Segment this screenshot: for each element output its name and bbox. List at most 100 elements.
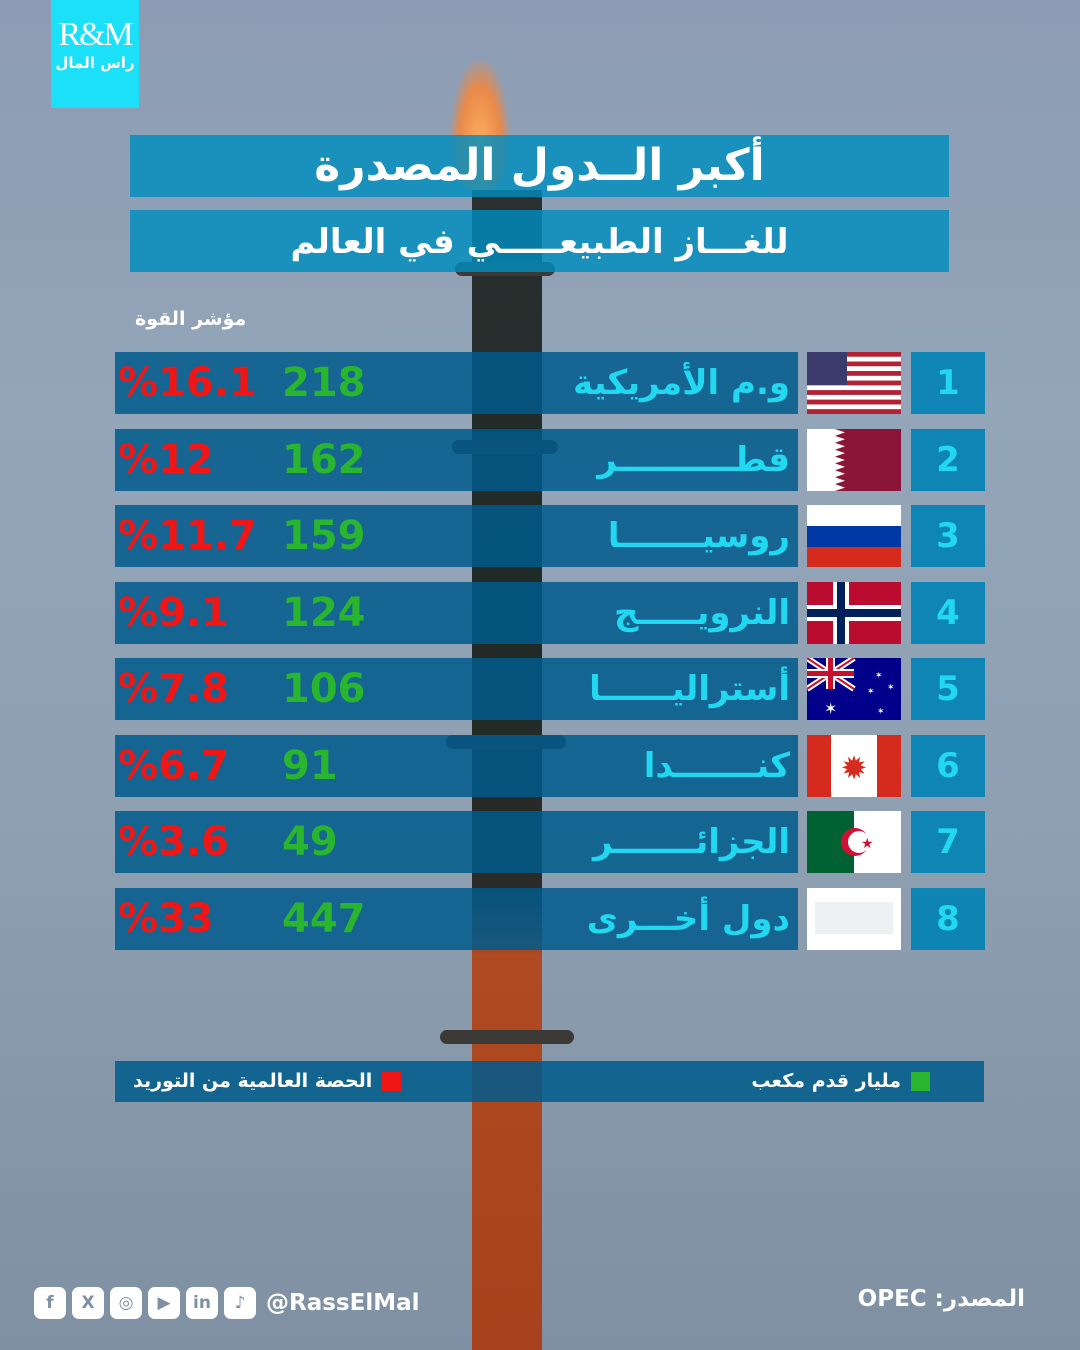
table-row: روسيـــــــا 159 %11.7 3 [0,505,1080,567]
share-value: 12 [158,436,214,483]
usa-flag-icon [807,352,901,414]
percent-sign: % [118,589,159,636]
green-swatch [911,1072,930,1091]
svg-text:★: ★ [861,836,874,852]
rank-badge: 4 [911,581,985,644]
norway-flag-icon [807,581,901,644]
canada-flag-icon: ✹ [807,734,901,797]
legend-item-red: الحصة العالمية من التوريد [133,1061,402,1102]
algeria-flag-icon: ★ [807,811,901,873]
country-name: كنـــــــدا [643,745,790,786]
share-percent: %9.1 [118,582,229,644]
facebook-icon[interactable]: f [34,1287,66,1319]
share-value: 33 [158,895,214,942]
source-label: المصدر: OPEC [857,1286,1025,1312]
table-row: كنـــــــدا 91 %6.7 ✹ 6 [0,734,1080,797]
share-percent: %16.1 [118,352,257,414]
share-value: 16.1 [158,360,257,406]
table-row: أستراليــــــا 106 %7.8 ✶ ✶ ✶ ✶ ✶ 5 [0,658,1080,720]
row-bar [115,581,798,644]
tiktok-icon[interactable]: ♪ [224,1287,256,1319]
share-percent: %33 [118,888,214,950]
table-row: و.م الأمريكية 218 %16.1 1 [0,352,1080,414]
table-row: قطــــــــــر 162 %12 2 [0,428,1080,491]
percent-sign: % [118,742,159,789]
table-row: النرويـــــج 124 %9.1 4 [0,581,1080,644]
country-name: روسيـــــــا [607,516,790,556]
country-name: الجزائـــــــر [593,822,790,862]
power-index-label: مؤشر القوة [135,308,247,330]
percent-sign: % [118,436,159,483]
share-percent: %3.6 [118,811,229,873]
share-percent: %11.7 [118,505,257,567]
share-value: 11.7 [158,513,257,559]
percent-sign: % [118,666,159,712]
blank-flag-icon [807,887,901,950]
legend-item-green: مليار قدم مكعب [751,1061,930,1102]
value-bcm: 447 [282,895,366,942]
logo-latin: R&M [58,16,133,53]
svg-text:✶: ✶ [867,687,875,697]
rank-badge: 6 [911,734,985,797]
x-icon[interactable]: X [72,1287,104,1319]
youtube-icon[interactable]: ▶ [148,1287,180,1319]
country-name: قطــــــــــر [597,439,790,480]
social-bar: f X ◎ ▶ in ♪ @RassElMal [34,1287,420,1319]
svg-text:✹: ✹ [841,749,868,787]
share-percent: %6.7 [118,735,229,797]
rank-badge: 2 [911,428,985,491]
legend-label: الحصة العالمية من التوريد [133,1070,373,1092]
legend: مليار قدم مكعب الحصة العالمية من التوريد [115,1061,984,1102]
share-percent: %7.8 [118,658,229,720]
value-bcm: 159 [282,513,366,559]
social-handle[interactable]: @RassElMal [266,1290,420,1316]
share-value: 9.1 [158,589,229,636]
row-bar [115,734,798,797]
row-bar [115,887,798,950]
rank-badge: 5 [911,658,985,720]
table-row: الجزائـــــــر 49 %3.6 ★ 7 [0,811,1080,873]
value-bcm: 124 [282,589,366,636]
australia-flag-icon: ✶ ✶ ✶ ✶ ✶ [807,658,901,720]
value-bcm: 162 [282,436,366,483]
value-bcm: 49 [282,819,338,865]
linkedin-icon[interactable]: in [186,1287,218,1319]
svg-text:✶: ✶ [875,671,883,681]
title-line-1: أكبر الــدول المصدرة [130,135,949,197]
percent-sign: % [118,513,159,559]
instagram-icon[interactable]: ◎ [110,1287,142,1319]
share-percent: %12 [118,429,214,491]
logo-arabic: راس المال [55,54,135,72]
row-bar [115,505,798,567]
legend-label: مليار قدم مكعب [751,1070,901,1092]
title-line-2: للغـــاز الطبيعـــــي في العالم [130,210,949,272]
row-bar [115,428,798,491]
logo: R&M راس المال [51,0,139,108]
percent-sign: % [118,360,159,406]
value-bcm: 91 [282,742,338,789]
country-name: دول أخـــرى [586,898,790,939]
rank-badge: 3 [911,505,985,567]
red-swatch [382,1072,402,1091]
svg-text:✶: ✶ [877,707,885,717]
table-row: دول أخـــرى 447 %33 8 [0,887,1080,950]
percent-sign: % [118,819,159,865]
row-bar [115,352,798,414]
country-name: النرويـــــج [614,592,790,633]
percent-sign: % [118,895,159,942]
country-name: و.م الأمريكية [572,363,790,403]
share-value: 7.8 [158,666,229,712]
share-value: 6.7 [158,742,229,789]
value-bcm: 218 [282,360,366,406]
russia-flag-icon [807,505,901,567]
chimney-platform [440,1030,574,1044]
rank-badge: 7 [911,811,985,873]
value-bcm: 106 [282,666,366,712]
svg-text:✶: ✶ [887,683,895,693]
qatar-flag-icon [807,428,901,491]
rank-badge: 8 [911,887,985,950]
share-value: 3.6 [158,819,229,865]
svg-text:✶: ✶ [824,699,837,718]
row-bar [115,658,798,720]
row-bar [115,811,798,873]
